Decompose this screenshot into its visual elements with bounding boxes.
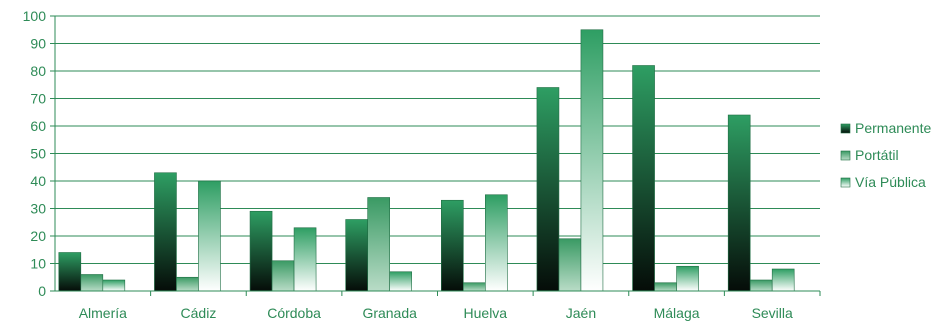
- bar-Huelva-Vía Pública: [485, 194, 508, 292]
- y-tick-label: 60: [30, 118, 46, 134]
- bar-Almería-Portátil: [80, 274, 104, 292]
- legend-swatch-Vía Pública: [840, 177, 851, 188]
- y-tick-label: 30: [30, 201, 46, 217]
- bar-Cádiz-Permanente: [154, 172, 177, 292]
- bar-Córdoba-Vía Pública: [293, 227, 317, 292]
- y-tick-label: 90: [30, 36, 46, 52]
- x-tick-labels: Almería Cádiz Córdoba Granada Huelva Jaén Mála…: [79, 305, 793, 321]
- legend-swatch-Portátil: [840, 150, 851, 161]
- bar-Cádiz-Portátil: [176, 276, 199, 292]
- x-tick-label: Granada: [362, 305, 417, 321]
- bar-Huelva-Portátil: [463, 282, 486, 292]
- bar-Jaén-Vía Pública: [580, 29, 604, 292]
- bar-Huelva-Permanente: [441, 199, 464, 292]
- x-tick-label: Almería: [79, 305, 127, 321]
- y-tick-label: 70: [30, 91, 46, 107]
- bar-Málaga-Portátil: [654, 282, 677, 292]
- y-tick-label: 0: [38, 283, 46, 299]
- bar-Jaén-Permanente: [536, 87, 560, 292]
- legend: Permanente Portátil Vía Pública: [840, 120, 931, 190]
- x-tick-label: Jaén: [566, 305, 596, 321]
- y-tick-label: 40: [30, 173, 46, 189]
- bar-Sevilla-Permanente: [727, 114, 751, 292]
- bar-Granada-Permanente: [345, 219, 368, 292]
- bar-Córdoba-Permanente: [249, 210, 273, 292]
- axes: [50, 15, 821, 296]
- bar-Jaén-Portátil: [558, 238, 582, 292]
- y-tick-label: 80: [30, 63, 46, 79]
- x-tick-label: Cádiz: [181, 305, 217, 321]
- legend-swatch-Permanente: [840, 123, 851, 134]
- y-tick-labels: 0 10 20 30 40 50 60 70 80 90 100: [23, 8, 47, 299]
- bar-Granada-Portátil: [367, 197, 390, 292]
- x-tick-label: Málaga: [654, 305, 700, 321]
- bar-Málaga-Permanente: [632, 65, 655, 292]
- bar-Cádiz-Vía Pública: [198, 180, 221, 292]
- x-tick-label: Sevilla: [752, 305, 793, 321]
- y-tick-label: 100: [23, 8, 47, 24]
- legend-label: Vía Pública: [855, 174, 926, 190]
- legend-label: Portátil: [855, 147, 899, 163]
- bar-Granada-Vía Pública: [389, 271, 412, 292]
- bar-Almería-Vía Pública: [102, 279, 126, 292]
- bar-Sevilla-Portátil: [749, 279, 773, 292]
- bars: [58, 29, 795, 292]
- bar-Almería-Permanente: [58, 252, 82, 292]
- bar-Málaga-Vía Pública: [676, 265, 699, 292]
- x-tick-label: Huelva: [464, 305, 508, 321]
- y-tick-label: 50: [30, 146, 46, 162]
- bar-Córdoba-Portátil: [271, 260, 295, 292]
- bar-Sevilla-Vía Pública: [771, 268, 795, 292]
- x-tick-label: Córdoba: [267, 305, 321, 321]
- legend-label: Permanente: [855, 120, 931, 136]
- gridlines: [55, 15, 820, 264]
- y-tick-label: 20: [30, 228, 46, 244]
- y-tick-label: 10: [30, 256, 46, 272]
